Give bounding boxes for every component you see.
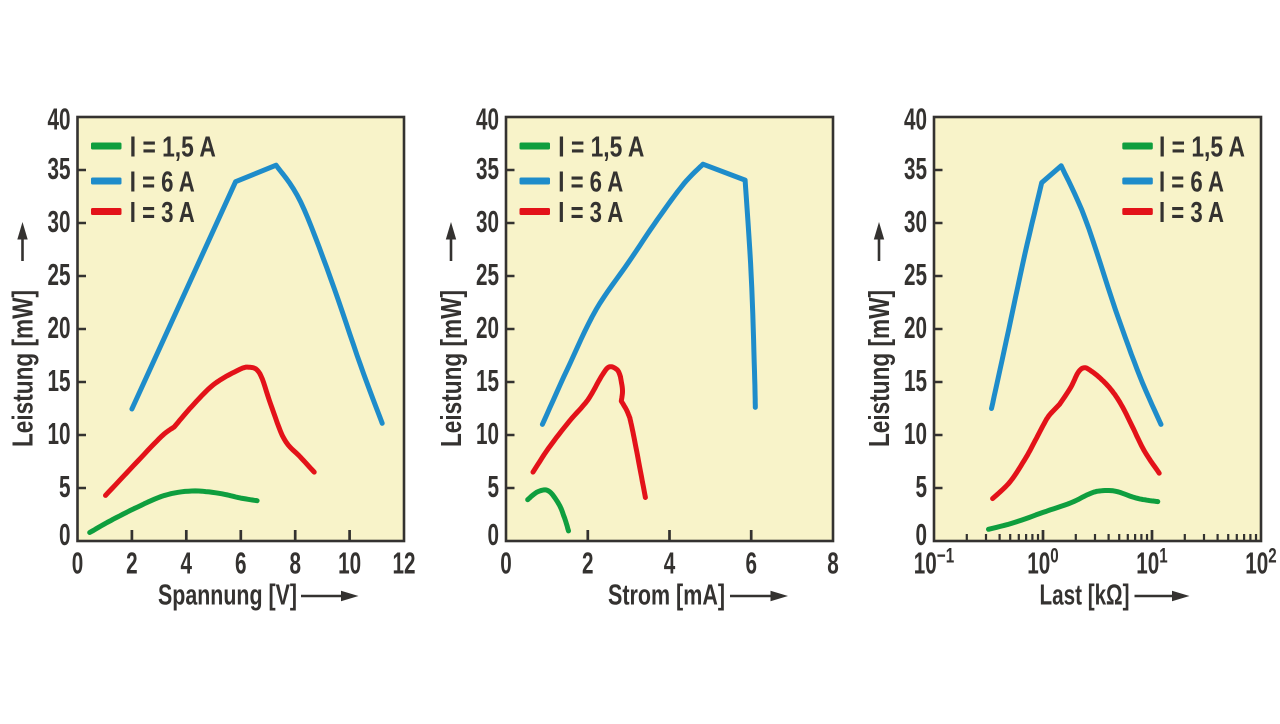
svg-text:8: 8	[827, 547, 839, 581]
svg-text:40: 40	[48, 103, 71, 137]
svg-text:0: 0	[916, 518, 928, 552]
svg-text:35: 35	[476, 152, 499, 186]
svg-text:I = 1,5 A: I = 1,5 A	[558, 132, 644, 164]
svg-text:12: 12	[393, 547, 416, 581]
svg-text:10: 10	[1245, 547, 1268, 581]
svg-text:40: 40	[476, 103, 499, 137]
svg-text:10: 10	[338, 547, 361, 581]
svg-text:I = 1,5 A: I = 1,5 A	[1159, 132, 1245, 164]
svg-text:−1: −1	[937, 545, 955, 568]
svg-text:15: 15	[476, 364, 499, 398]
svg-text:10: 10	[476, 417, 499, 451]
svg-text:2: 2	[582, 547, 594, 581]
svg-text:4: 4	[664, 547, 676, 581]
svg-text:20: 20	[476, 311, 499, 345]
svg-text:8: 8	[289, 547, 301, 581]
svg-text:40: 40	[904, 103, 927, 137]
svg-text:5: 5	[59, 470, 71, 504]
svg-text:30: 30	[48, 205, 71, 239]
svg-text:Leistung [mW]: Leistung [mW]	[8, 290, 40, 447]
svg-text:0: 0	[500, 547, 512, 581]
svg-text:6: 6	[235, 547, 247, 581]
svg-text:I = 6 A: I = 6 A	[558, 167, 623, 199]
svg-text:25: 25	[476, 258, 499, 292]
svg-text:25: 25	[48, 258, 71, 292]
svg-text:4: 4	[181, 547, 193, 581]
svg-text:0: 0	[1050, 545, 1058, 568]
svg-text:10: 10	[1136, 547, 1159, 581]
svg-text:I = 1,5 A: I = 1,5 A	[130, 132, 216, 164]
svg-text:1: 1	[1159, 545, 1168, 568]
svg-text:2: 2	[126, 547, 138, 581]
svg-text:5: 5	[916, 470, 928, 504]
svg-text:30: 30	[476, 205, 499, 239]
svg-text:I = 3 A: I = 3 A	[1159, 197, 1224, 229]
svg-text:I = 3 A: I = 3 A	[130, 197, 195, 229]
svg-text:10: 10	[904, 417, 927, 451]
svg-text:5: 5	[488, 470, 500, 504]
svg-text:10: 10	[1027, 547, 1050, 581]
svg-text:25: 25	[904, 258, 927, 292]
svg-text:Last [kΩ]: Last [kΩ]	[1040, 580, 1130, 612]
svg-text:6: 6	[745, 547, 757, 581]
svg-text:0: 0	[59, 518, 71, 552]
svg-text:15: 15	[904, 364, 927, 398]
svg-text:30: 30	[904, 205, 927, 239]
svg-text:35: 35	[48, 152, 71, 186]
svg-text:2: 2	[1268, 545, 1276, 568]
svg-text:0: 0	[488, 518, 500, 552]
svg-text:10: 10	[48, 417, 71, 451]
svg-text:Leistung [mW]: Leistung [mW]	[864, 290, 896, 447]
svg-text:I = 6 A: I = 6 A	[1159, 167, 1224, 199]
svg-text:20: 20	[48, 311, 71, 345]
svg-text:Spannung [V]: Spannung [V]	[158, 580, 297, 612]
svg-text:I = 3 A: I = 3 A	[558, 197, 623, 229]
svg-text:Leistung [mW]: Leistung [mW]	[436, 290, 468, 447]
svg-text:20: 20	[904, 311, 927, 345]
svg-text:Strom [mA]: Strom [mA]	[608, 580, 725, 612]
svg-text:0: 0	[72, 547, 84, 581]
svg-text:35: 35	[904, 152, 927, 186]
svg-text:15: 15	[48, 364, 71, 398]
svg-text:10: 10	[914, 547, 937, 581]
svg-text:I = 6 A: I = 6 A	[130, 167, 195, 199]
